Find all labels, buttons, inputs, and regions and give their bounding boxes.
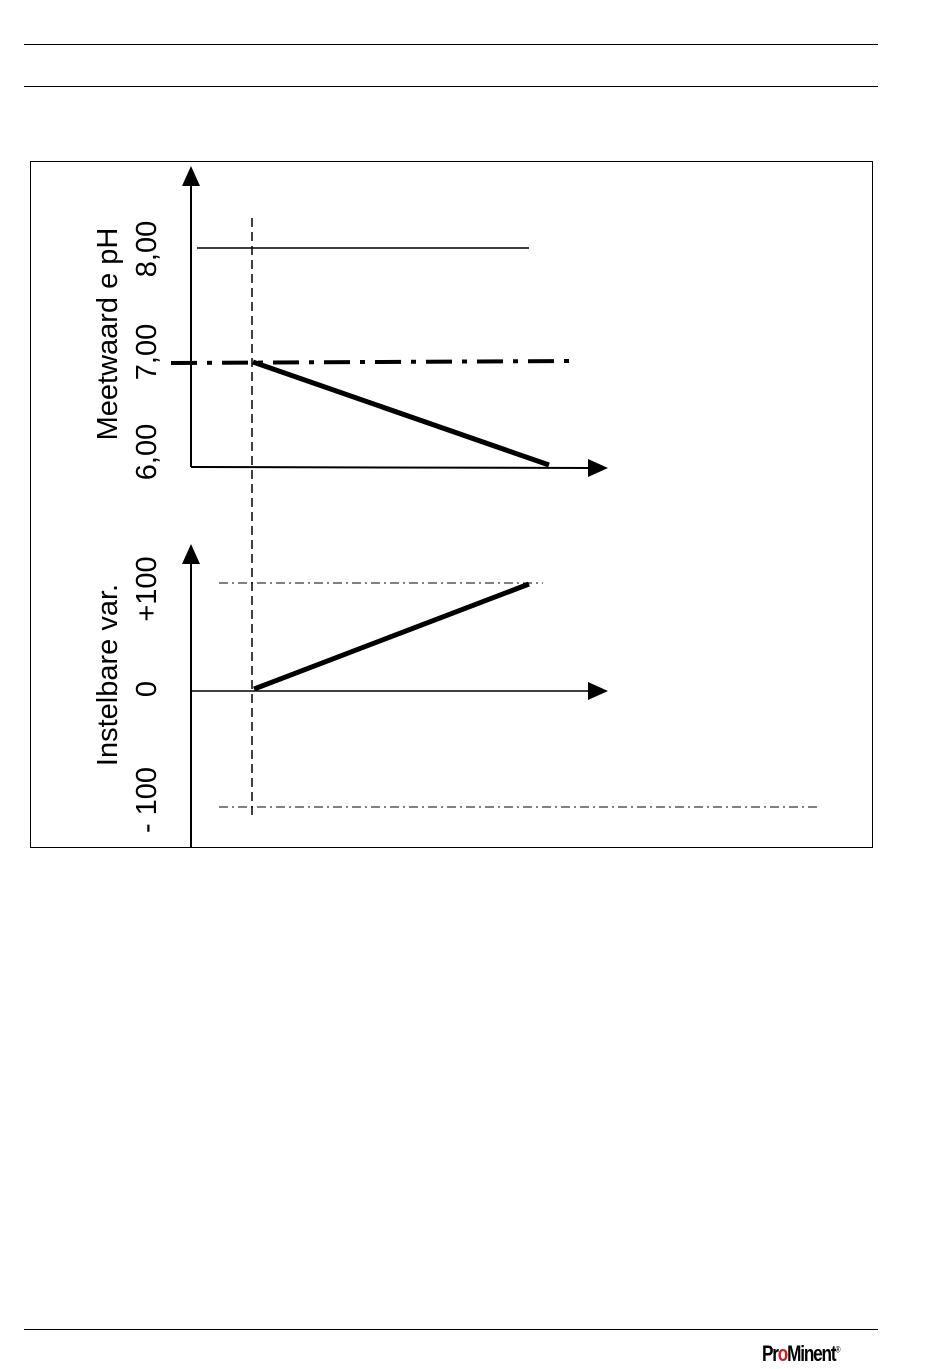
footer-rule bbox=[24, 1329, 878, 1330]
registered-mark: ® bbox=[835, 1344, 841, 1355]
bottom-x-axis-arrow bbox=[588, 682, 608, 700]
prominent-logo: ProMinent® bbox=[762, 1341, 841, 1367]
top-tick-label-6: 6,00 bbox=[131, 424, 163, 480]
top-tick-label-7: 7,00 bbox=[131, 324, 163, 380]
top-y-axis-arrow bbox=[182, 166, 200, 186]
setpoint-line bbox=[170, 359, 572, 365]
control-diagram: Meetwaard e pH 6,00 7,00 8,00 Instelbare… bbox=[92, 166, 821, 847]
bottom-series-line bbox=[253, 581, 530, 692]
bottom-chart: Instelbare var. - 100 0 +100 bbox=[92, 544, 821, 847]
bottom-y-axis-arrow bbox=[182, 544, 200, 564]
logo-accent-letter: o bbox=[777, 1341, 788, 1366]
top-y-label: Meetwaard e pH bbox=[92, 228, 124, 441]
top-x-axis bbox=[190, 466, 592, 469]
bottom-tick-label-plus-100: +100 bbox=[131, 556, 163, 621]
bottom-tick-label-0: 0 bbox=[131, 681, 163, 697]
top-series-line bbox=[252, 359, 550, 468]
header-rule-bottom bbox=[24, 86, 878, 87]
control-diagram-figure: Meetwaard e pH 6,00 7,00 8,00 Instelbare… bbox=[30, 161, 873, 848]
top-x-axis-arrow bbox=[588, 459, 608, 477]
top-chart: Meetwaard e pH 6,00 7,00 8,00 bbox=[92, 166, 608, 480]
bottom-y-label: Instelbare var. bbox=[92, 584, 124, 766]
bottom-tick-label-minus-100: - 100 bbox=[131, 767, 163, 833]
top-tick-label-8: 8,00 bbox=[131, 221, 163, 277]
header-rule-top bbox=[24, 44, 878, 45]
logo-text: ProMinent bbox=[762, 1341, 837, 1366]
